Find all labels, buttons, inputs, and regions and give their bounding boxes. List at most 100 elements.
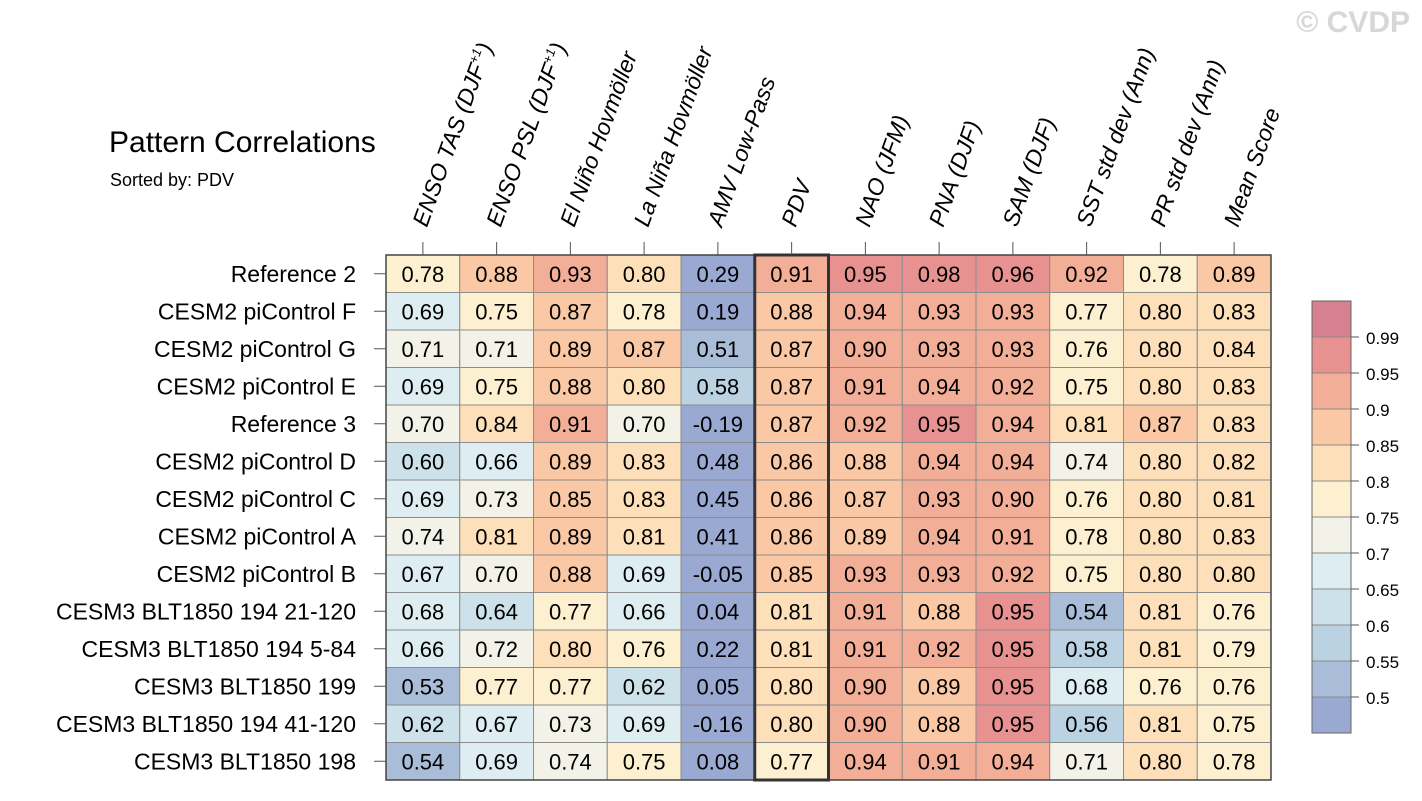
heatmap-cell xyxy=(828,479,903,518)
cell-value-label: 0.89 xyxy=(549,337,592,362)
column-label: PDV xyxy=(776,174,818,230)
cell-value-label: 0.73 xyxy=(549,712,592,737)
cell-value-label: 0.22 xyxy=(696,637,739,662)
cell-value-label: 0.69 xyxy=(623,562,666,587)
cell-value-label: 0.93 xyxy=(844,562,887,587)
cell-value-label: 0.94 xyxy=(991,449,1034,474)
cell-value-label: 0.80 xyxy=(1139,299,1182,324)
heatmap-cell xyxy=(1049,517,1124,556)
chart-subtitle: Sorted by: PDV xyxy=(110,170,235,190)
cell-value-label: 0.75 xyxy=(1065,562,1108,587)
heatmap-cell xyxy=(385,479,461,518)
cell-value-label: 0.88 xyxy=(918,712,961,737)
cell-value-label: 0.60 xyxy=(401,449,444,474)
heatmap-cell xyxy=(975,517,1051,556)
heatmap-cell xyxy=(901,404,977,443)
cell-value-label: 0.94 xyxy=(918,374,961,399)
cell-value-label: 0.77 xyxy=(1065,299,1108,324)
colorbar-tick-label: 0.7 xyxy=(1366,545,1390,564)
heatmap-cell xyxy=(901,329,977,368)
cell-value-label: 0.80 xyxy=(770,674,813,699)
cell-value-label: 0.62 xyxy=(623,674,666,699)
heatmap-cell xyxy=(385,704,461,743)
heatmap-cell xyxy=(385,404,461,443)
cell-value-label: 0.78 xyxy=(1065,524,1108,549)
cell-value-label: 0.69 xyxy=(623,712,666,737)
row-label: CESM3 BLT1850 194 5-84 xyxy=(82,636,357,662)
chart-title: Pattern Correlations xyxy=(109,126,376,159)
heatmap-cell xyxy=(533,704,608,743)
heatmap-cell xyxy=(901,442,977,481)
cell-value-label: 0.88 xyxy=(918,599,961,624)
cell-value-label: 0.80 xyxy=(1139,562,1182,587)
heatmap-cell xyxy=(459,592,534,631)
cell-value-label: 0.95 xyxy=(918,412,961,437)
cell-value-label: 0.76 xyxy=(1065,487,1108,512)
cell-value-label: 0.87 xyxy=(770,412,813,437)
heatmap-cell xyxy=(1196,704,1272,743)
cell-value-label: 0.81 xyxy=(770,599,813,624)
cell-value-label: 0.93 xyxy=(918,487,961,512)
heatmap-cell xyxy=(533,517,608,556)
heatmap-cell xyxy=(680,517,756,556)
colorbar-tick-label: 0.95 xyxy=(1366,365,1399,384)
heatmap-cell xyxy=(1123,704,1198,743)
cell-value-label: -0.05 xyxy=(693,562,743,587)
cell-value-label: 0.85 xyxy=(549,487,592,512)
column-label: SST std dev (Ann) xyxy=(1071,44,1160,229)
watermark: © CVDP xyxy=(1296,6,1410,39)
cell-value-label: 0.81 xyxy=(623,524,666,549)
colorbar-tick-label: 0.65 xyxy=(1366,581,1399,600)
heatmap-cell xyxy=(1123,442,1198,481)
cell-value-label: 0.88 xyxy=(844,449,887,474)
colorbar-tick-label: 0.8 xyxy=(1366,473,1390,492)
heatmap-cell xyxy=(754,704,829,743)
heatmap-cell xyxy=(1123,254,1198,293)
column-label: El Niño Hovmöller xyxy=(555,47,643,230)
cell-value-label: 0.76 xyxy=(623,637,666,662)
cell-value-label: 0.76 xyxy=(1139,674,1182,699)
cell-value-label: 0.64 xyxy=(475,599,518,624)
heatmap-cell xyxy=(828,629,903,668)
cell-value-label: 0.67 xyxy=(401,562,444,587)
heatmap-cell xyxy=(1196,404,1272,443)
heatmap-cell xyxy=(680,629,756,668)
cell-value-label: 0.66 xyxy=(475,449,518,474)
cell-value-label: 0.95 xyxy=(991,637,1034,662)
cell-value-label: 0.77 xyxy=(549,674,592,699)
cell-value-label: 0.77 xyxy=(549,599,592,624)
cell-value-label: 0.74 xyxy=(1065,449,1108,474)
cell-value-label: 0.83 xyxy=(1213,412,1256,437)
heatmap-cell xyxy=(533,292,608,331)
colorbar-swatch xyxy=(1311,624,1352,662)
heatmap-cell xyxy=(1196,292,1272,331)
cell-value-label: 0.86 xyxy=(770,487,813,512)
cell-value-label: 0.81 xyxy=(475,524,518,549)
row-label: CESM2 piControl F xyxy=(158,298,356,324)
heatmap-cell xyxy=(1123,667,1198,706)
cell-value-label: 0.92 xyxy=(991,374,1034,399)
heatmap-cell xyxy=(754,292,829,331)
cell-value-label: 0.91 xyxy=(770,262,813,287)
heatmap-cell xyxy=(459,517,534,556)
heatmap-cell xyxy=(754,442,829,481)
heatmap-cell xyxy=(1123,517,1198,556)
column-label: SAM (DJF) xyxy=(997,114,1060,230)
cell-value-label: 0.71 xyxy=(1065,749,1108,774)
colorbar-swatch xyxy=(1311,552,1352,590)
cell-value-label: 0.93 xyxy=(549,262,592,287)
colorbar-swatch xyxy=(1311,588,1352,626)
cell-value-label: 0.91 xyxy=(844,599,887,624)
colorbar-tick-label: 0.9 xyxy=(1366,401,1390,420)
heatmap-cell xyxy=(754,404,829,443)
heatmap-cell xyxy=(901,554,977,593)
heatmap-cell xyxy=(680,479,756,518)
cell-value-label: 0.91 xyxy=(844,637,887,662)
colorbar-swatch xyxy=(1311,480,1352,518)
cell-value-label: 0.81 xyxy=(770,637,813,662)
cell-value-label: 0.75 xyxy=(623,749,666,774)
cell-value-label: 0.90 xyxy=(844,337,887,362)
colorbar-tick-label: 0.55 xyxy=(1366,653,1399,672)
heatmap-cell xyxy=(680,742,756,781)
heatmap-cell xyxy=(975,367,1051,406)
